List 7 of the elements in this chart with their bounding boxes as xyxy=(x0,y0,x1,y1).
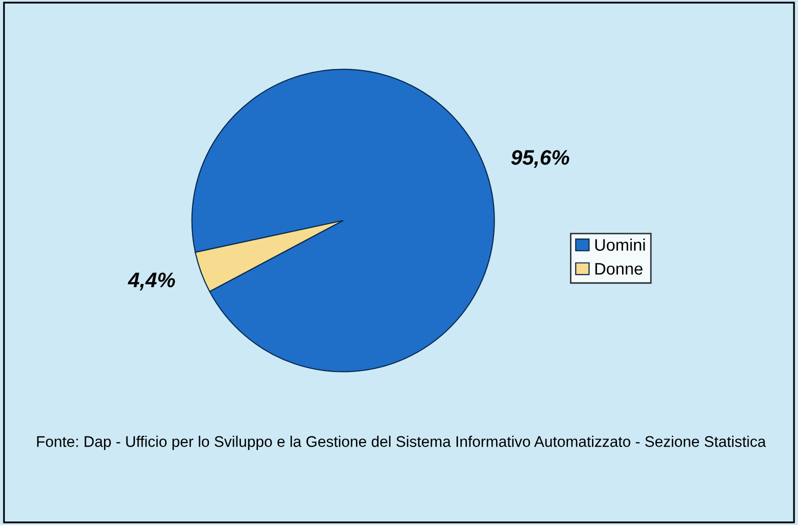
pie-slice xyxy=(191,68,495,372)
data-label: 4,4% xyxy=(128,272,175,290)
legend-label: Donne xyxy=(595,263,642,275)
pie-slice xyxy=(194,220,344,292)
legend-label: Uomini xyxy=(595,238,645,251)
data-label: 95,6% xyxy=(511,150,570,168)
source-note: Fonte: Dap - Ufficio per lo Sviluppo e la Gestione del Sistema Informativo Automatizzato - Sezione Statistica xyxy=(37,436,766,450)
